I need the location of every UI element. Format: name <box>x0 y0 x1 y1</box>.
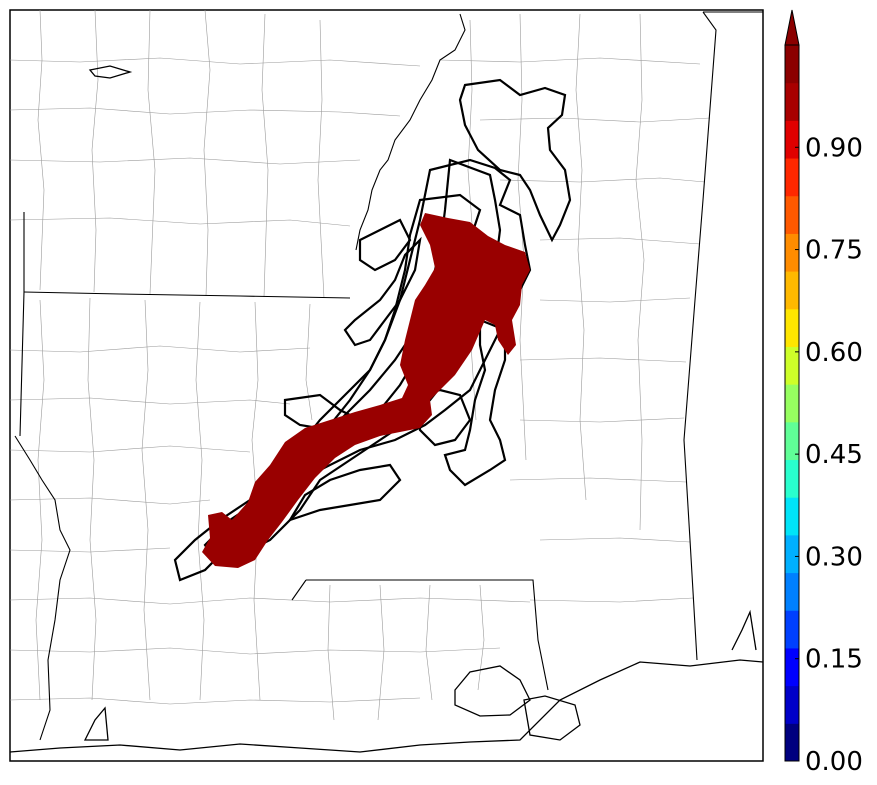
colorbar-segment <box>785 572 799 611</box>
colorbar-segment <box>785 384 799 423</box>
ensemble-member-outline <box>418 388 472 447</box>
colorbar-segment <box>785 685 799 724</box>
ensemble-member-outline <box>358 218 412 272</box>
coastline <box>9 65 764 753</box>
colorbar-segment <box>785 610 799 649</box>
colorbar-tick-label: 0.15 <box>805 645 863 675</box>
ensemble-member-outline <box>458 78 572 243</box>
map-panel: 0.00 0.15 0.30 0.45 0.60 0.75 0.90 <box>9 9 863 777</box>
probability-fill-region <box>202 213 530 568</box>
ensemble-member-outline <box>343 236 422 347</box>
colorbar-extend-arrow <box>784 9 800 46</box>
colorbar-segment <box>785 346 799 385</box>
ensemble-member-outline <box>443 318 507 487</box>
colorbar-tick-label: 0.90 <box>805 133 863 163</box>
colorbar-tick-label: 0.60 <box>805 338 863 368</box>
colorbar-segment <box>785 195 799 234</box>
colorbar-segment <box>785 45 799 84</box>
colorbar-tick-label: 0.45 <box>805 440 863 470</box>
colorbar-segment <box>785 308 799 347</box>
colorbar-tick-label: 0.30 <box>805 542 863 572</box>
colorbar-segment <box>785 459 799 498</box>
colorbar-segment <box>785 723 799 762</box>
colorbar-segment <box>785 158 799 197</box>
colorbar-segment <box>785 82 799 121</box>
colorbar-segment <box>785 233 799 272</box>
colorbar-outline <box>784 44 800 762</box>
colorbar-segment <box>785 647 799 687</box>
colorbar-segment <box>785 497 799 536</box>
colorbar-segment <box>785 271 799 310</box>
colorbar-segment <box>785 421 799 461</box>
colorbar: 0.00 0.15 0.30 0.45 0.60 0.75 0.90 <box>784 9 863 777</box>
county-borders <box>9 9 711 721</box>
colorbar-tick-label: 0.00 <box>805 747 863 777</box>
state-borders <box>14 11 763 741</box>
ensemble-member-outline <box>287 463 402 522</box>
colorbar-segment <box>785 120 799 159</box>
map-frame <box>9 9 764 762</box>
state-border-segment <box>23 291 351 299</box>
colorbar-tick-label: 0.75 <box>805 236 863 266</box>
colorbar-segment <box>785 534 799 574</box>
